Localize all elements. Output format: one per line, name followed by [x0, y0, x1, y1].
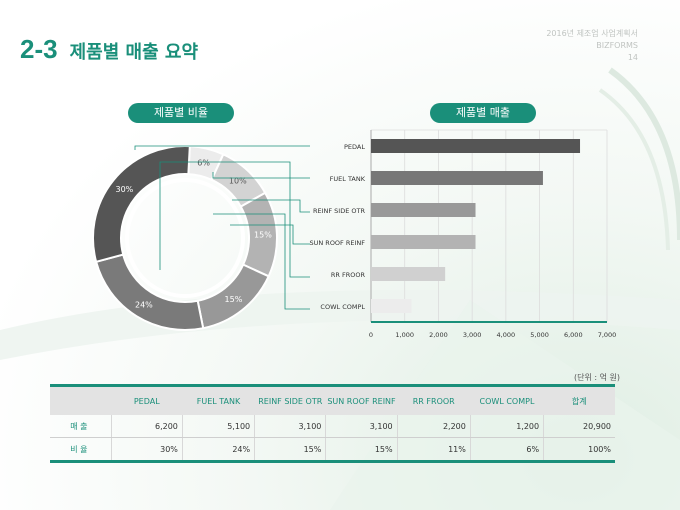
x-tick-label: 0: [369, 331, 373, 339]
table-header-cell: FUEL TANK: [182, 384, 255, 415]
table-cell: 3,100: [325, 415, 398, 438]
bar-pedal: [371, 139, 581, 153]
table-cell: 15%: [254, 437, 326, 463]
table-header-cell: COWL COMPL: [470, 384, 544, 415]
table-cell: 3,100: [254, 415, 326, 438]
table-cell: 1,200: [469, 415, 544, 438]
page-number: 14: [627, 53, 638, 62]
bar-fuel-tank: [371, 171, 543, 185]
table-cell: 5,100: [181, 415, 255, 438]
table-row-label: 매 출: [50, 415, 112, 438]
bar-reinf-side-otr: [371, 203, 476, 217]
slice-label: 15%: [254, 231, 272, 240]
table-row-label: 비 율: [50, 437, 112, 463]
table-row: 비 율 30% 24% 15% 15% 11% 6% 100%: [50, 437, 615, 463]
table-header-cell: RR FROOR: [397, 384, 471, 415]
x-tick-label: 3,000: [463, 331, 482, 339]
table-header-cell: 합계: [543, 384, 615, 415]
bar-cowl-compl: [371, 299, 412, 313]
table-header-cell: PEDAL: [111, 384, 183, 415]
unit-note: (단위 : 억 원): [574, 373, 621, 382]
leader-line: [134, 145, 310, 150]
bar-sun-roof-reinf: [371, 235, 476, 249]
sales-summary-table: PEDAL FUEL TANK REINF SIDE OTR SUN ROOF …: [50, 384, 615, 463]
table-cell: 20,900: [543, 415, 615, 438]
x-tick-label: 2,000: [429, 331, 448, 339]
slice-label: 10%: [229, 177, 247, 186]
page-title: 2-3 제품별 매출 요약: [20, 34, 198, 65]
table-cell: 6%: [469, 437, 544, 463]
table-cell: 100%: [543, 437, 615, 463]
section-number: 2-3: [20, 34, 58, 64]
document-meta: 2016년 제조업 사업계획서 BIZFORMS 14: [546, 28, 638, 64]
slice-label: 15%: [225, 295, 243, 304]
brand-name: BIZFORMS: [596, 41, 638, 50]
sales-chart-title: 제품별 매출: [430, 103, 536, 123]
y-category-label: PEDAL: [344, 143, 365, 151]
table-cell: 15%: [325, 437, 398, 463]
table-header-cell: [50, 384, 112, 415]
x-tick-label: 1,000: [395, 331, 414, 339]
slice-label: 24%: [135, 300, 153, 309]
table-cell: 24%: [181, 437, 255, 463]
leader-line: [159, 161, 310, 278]
table-row: 매 출 6,200 5,100 3,100 3,100 2,200 1,200 …: [50, 415, 615, 438]
y-category-label: RR FROOR: [331, 271, 366, 279]
doughnut-hole-ring: [125, 178, 245, 298]
table-cell: 30%: [110, 437, 183, 463]
table-header-cell: SUN ROOF REINF: [325, 384, 398, 415]
y-category-label: SUN ROOF REINF: [309, 239, 365, 247]
slice-label: 6%: [197, 158, 210, 167]
table-cell: 2,200: [396, 415, 471, 438]
table-header-row: PEDAL FUEL TANK REINF SIDE OTR SUN ROOF …: [50, 384, 615, 415]
ratio-chart-title: 제품별 비율: [128, 103, 234, 123]
leader-line: [232, 199, 310, 213]
leader-line: [213, 213, 310, 310]
doc-title: 2016년 제조업 사업계획서: [546, 29, 638, 38]
slice-label: 30%: [115, 185, 133, 194]
table-header-cell: REINF SIDE OTR: [254, 384, 326, 415]
leader-line: [230, 224, 310, 245]
table-cell: 11%: [396, 437, 471, 463]
leader-line: [212, 172, 310, 179]
section-title: 제품별 매출 요약: [69, 42, 199, 63]
y-category-label: COWL COMPL: [320, 303, 365, 311]
y-category-label: REINF SIDE OTR: [313, 207, 366, 215]
x-tick-label: 5,000: [530, 331, 549, 339]
table-cell: 6,200: [110, 415, 183, 438]
x-tick-label: 6,000: [564, 331, 583, 339]
x-tick-label: 4,000: [497, 331, 516, 339]
y-category-label: FUEL TANK: [330, 175, 366, 183]
x-tick-label: 7,000: [598, 331, 617, 339]
bar-rr-froor: [371, 267, 446, 281]
